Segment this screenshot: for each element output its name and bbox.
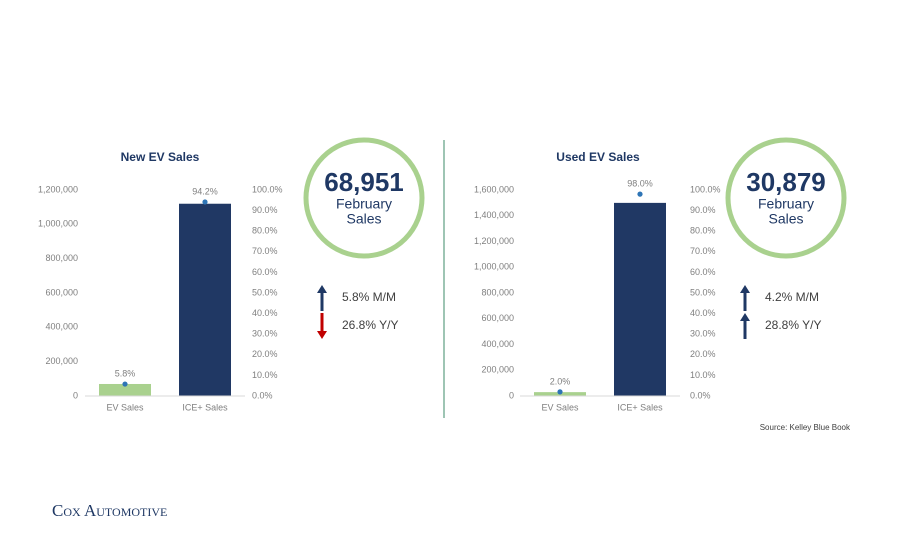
y-tick-label: 600,000: [481, 313, 514, 323]
change-arrow: [740, 285, 750, 311]
y-tick-label: 400,000: [481, 339, 514, 349]
data-label: 2.0%: [550, 376, 571, 386]
change-arrow: [317, 313, 327, 339]
y-tick-label: 1,400,000: [474, 210, 514, 220]
y2-tick-label: 50.0%: [252, 287, 278, 297]
change-text: 26.8% Y/Y: [342, 318, 398, 332]
y2-tick-label: 90.0%: [690, 205, 716, 215]
data-label: 5.8%: [115, 368, 136, 378]
chart-title: New EV Sales: [121, 150, 200, 164]
change-text: 28.8% Y/Y: [765, 318, 821, 332]
y2-tick-label: 60.0%: [690, 267, 716, 277]
bar: [179, 203, 231, 396]
change-arrow: [317, 285, 327, 311]
y-tick-label: 200,000: [481, 365, 514, 375]
y2-tick-label: 10.0%: [252, 370, 278, 380]
kpi-caption: February: [336, 196, 392, 212]
y-tick-label: 1,200,000: [38, 184, 78, 194]
y2-tick-label: 80.0%: [690, 226, 716, 236]
y2-tick-label: 90.0%: [252, 205, 278, 215]
chart-title: Used EV Sales: [556, 150, 640, 164]
y-tick-label: 1,200,000: [474, 236, 514, 246]
y2-tick-label: 100.0%: [252, 184, 283, 194]
bar: [614, 202, 666, 396]
x-tick-label: ICE+ Sales: [182, 402, 228, 412]
kpi-value: 30,879: [746, 167, 826, 197]
y2-tick-label: 20.0%: [690, 349, 716, 359]
y2-tick-label: 40.0%: [252, 308, 278, 318]
y2-tick-label: 0.0%: [690, 390, 711, 400]
y-tick-label: 0: [509, 390, 514, 400]
kpi-ring: [725, 137, 847, 259]
y-tick-label: 1,000,000: [474, 262, 514, 272]
data-label: 94.2%: [192, 186, 218, 196]
change-text: 4.2% M/M: [765, 290, 819, 304]
y2-tick-label: 70.0%: [252, 246, 278, 256]
y-tick-label: 0: [73, 390, 78, 400]
share-marker: [202, 199, 208, 205]
y-tick-label: 600,000: [45, 287, 78, 297]
share-marker: [122, 381, 128, 387]
y2-tick-label: 60.0%: [252, 267, 278, 277]
kpi-ring: [303, 137, 425, 259]
y-tick-label: 800,000: [45, 253, 78, 263]
kpi-caption: Sales: [768, 211, 803, 227]
share-marker: [557, 389, 563, 395]
y-tick-label: 200,000: [45, 356, 78, 366]
x-tick-label: EV Sales: [106, 402, 144, 412]
y-tick-label: 400,000: [45, 322, 78, 332]
y2-tick-label: 0.0%: [252, 390, 273, 400]
y2-tick-label: 40.0%: [690, 308, 716, 318]
y-tick-label: 1,600,000: [474, 184, 514, 194]
y2-tick-label: 50.0%: [690, 287, 716, 297]
y2-tick-label: 30.0%: [252, 329, 278, 339]
change-text: 5.8% M/M: [342, 290, 396, 304]
data-label: 98.0%: [627, 178, 653, 188]
x-tick-label: EV Sales: [541, 402, 579, 412]
y-tick-label: 800,000: [481, 287, 514, 297]
y2-tick-label: 20.0%: [252, 349, 278, 359]
y2-tick-label: 10.0%: [690, 370, 716, 380]
y-tick-label: 1,000,000: [38, 219, 78, 229]
logo: Cox Automotive: [52, 501, 167, 520]
kpi-caption: February: [758, 196, 814, 212]
x-tick-label: ICE+ Sales: [617, 402, 663, 412]
y2-tick-label: 30.0%: [690, 329, 716, 339]
y2-tick-label: 80.0%: [252, 226, 278, 236]
change-arrow: [740, 313, 750, 339]
y2-tick-label: 70.0%: [690, 246, 716, 256]
bar: [99, 383, 151, 396]
y2-tick-label: 100.0%: [690, 184, 721, 194]
share-marker: [637, 191, 643, 197]
kpi-caption: Sales: [346, 211, 381, 227]
kpi-value: 68,951: [324, 167, 404, 197]
source: Source: Kelley Blue Book: [760, 423, 851, 432]
